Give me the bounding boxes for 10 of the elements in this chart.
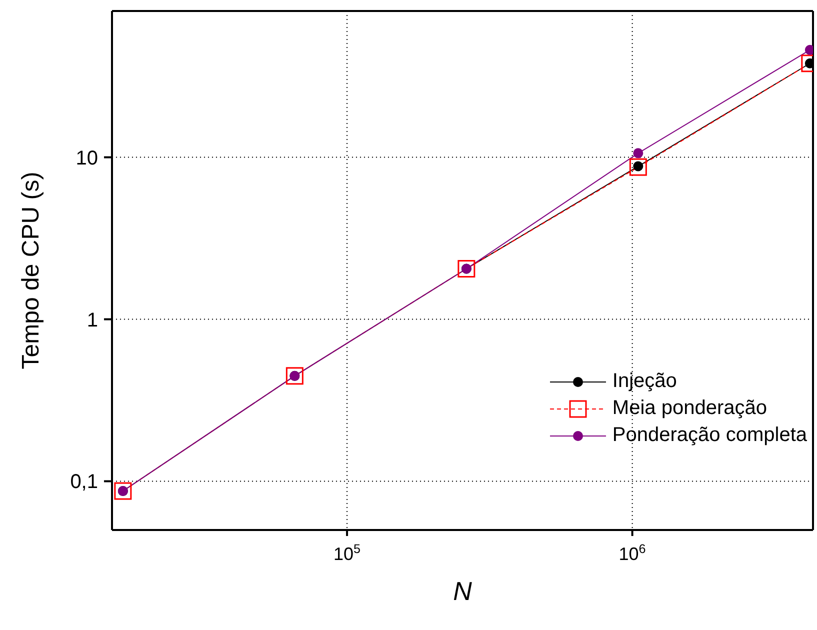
legend-label: Ponderação completa: [612, 423, 807, 448]
legend-label: Meia ponderação: [612, 396, 767, 421]
y-tick-label: 10: [76, 147, 98, 170]
y-tick-label: 0,1: [70, 471, 98, 494]
legend-label: Injeção: [612, 369, 677, 394]
x-axis-title: N: [453, 576, 472, 606]
x-tick-label: 10$^{6}$: [618, 542, 646, 564]
y-axis-title: Tempo de CPU (s): [18, 172, 45, 370]
x-tick-label: 10$^{5}$: [334, 542, 361, 564]
y-tick-label: 1: [86, 309, 98, 332]
